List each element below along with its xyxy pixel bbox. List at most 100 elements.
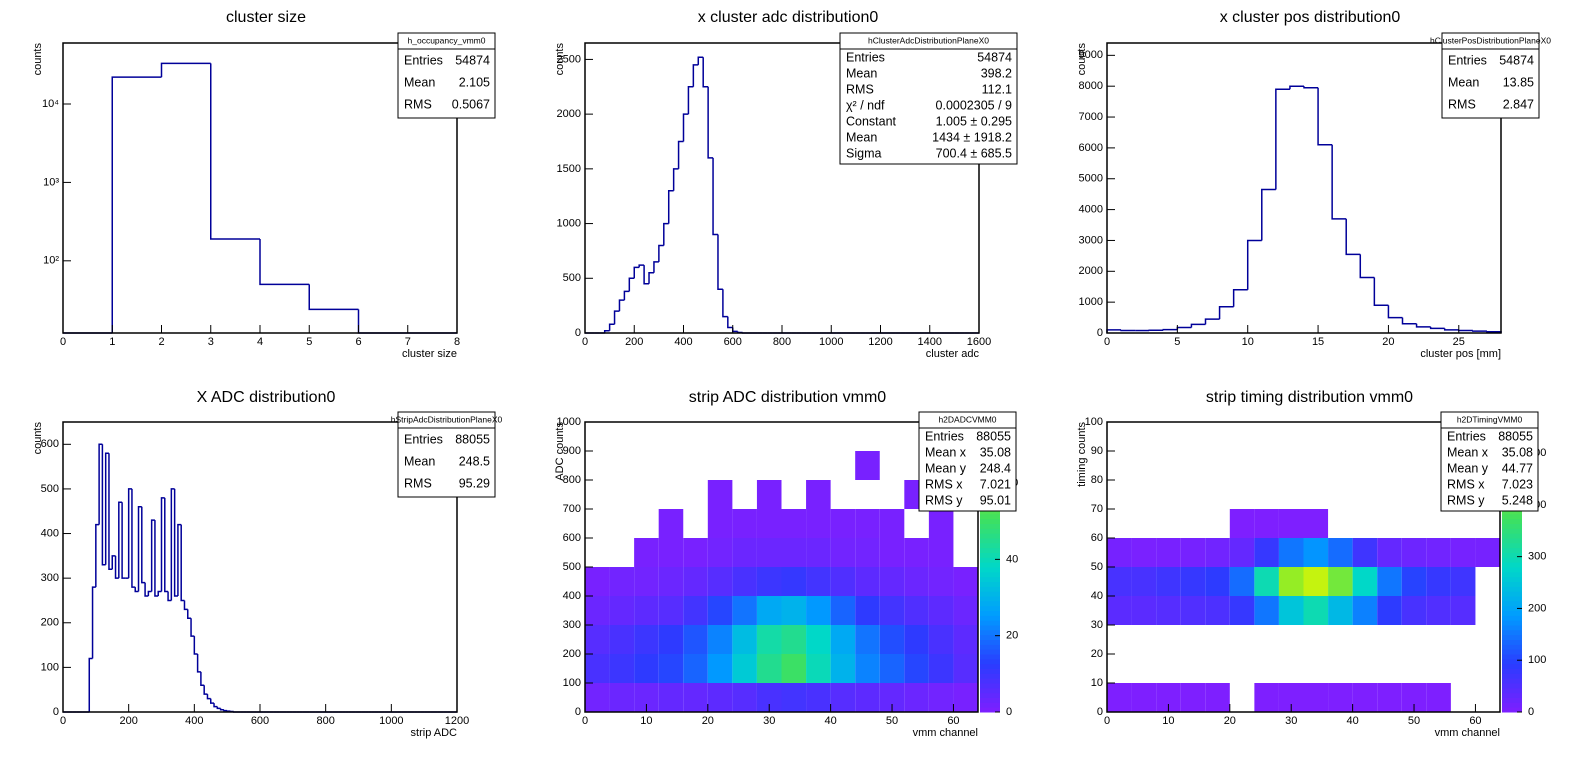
heat-cell	[1229, 509, 1255, 538]
heat-cell	[1254, 422, 1279, 451]
heat-cell	[1132, 509, 1157, 538]
heat-cell	[1401, 538, 1427, 567]
stats-value: 248.5	[459, 454, 490, 468]
heat-cell	[1230, 480, 1255, 509]
y-tick-label: 2000	[1079, 265, 1103, 277]
histogram-step	[131, 488, 136, 588]
heat-cell	[610, 509, 635, 538]
heat-cell	[781, 683, 807, 712]
heat-cell	[1131, 596, 1157, 625]
heat-cell	[1131, 683, 1157, 712]
heat-cell	[1254, 567, 1279, 596]
panel-title: cluster size	[226, 9, 306, 26]
y-tick-label: 500	[41, 483, 59, 495]
x-tick-label: 8	[454, 336, 460, 348]
heat-cell	[732, 654, 757, 683]
color-bar-segment	[1502, 692, 1522, 698]
heat-cell	[806, 596, 831, 625]
heat-cell	[1132, 625, 1157, 654]
x-tick-label: 1000	[379, 715, 403, 727]
x-tick-label: 0	[60, 336, 66, 348]
heat-cell	[1181, 451, 1206, 480]
stats-label: Mean	[404, 454, 435, 468]
heat-cell	[1107, 480, 1132, 509]
histogram-step	[88, 657, 93, 712]
stats-label: Entries	[846, 50, 885, 64]
stats-value: 95.29	[459, 476, 490, 490]
x-axis-label: vmm channel	[913, 727, 978, 739]
stats-value: 0.0002305 / 9	[936, 98, 1013, 112]
heat-cell	[1205, 422, 1230, 451]
heat-cell	[1254, 596, 1279, 625]
histogram-step	[308, 284, 359, 311]
histogram-step	[682, 113, 689, 142]
heat-cell	[831, 480, 856, 509]
heat-cell	[928, 538, 954, 567]
heat-cell	[683, 596, 708, 625]
heat-cell	[1304, 480, 1329, 509]
stats-label: RMS y	[925, 493, 963, 507]
stats-value: 54874	[455, 53, 490, 67]
plot-frame	[1106, 42, 1502, 334]
heat-cell	[683, 654, 708, 683]
y-tick-label: 500	[563, 561, 581, 573]
heat-cell	[1205, 538, 1230, 567]
color-bar-segment	[1502, 596, 1522, 602]
heat-cell	[1353, 625, 1378, 654]
stats-label: Mean x	[925, 445, 967, 459]
stats-label: RMS	[1448, 97, 1476, 111]
color-bar-segment	[1502, 649, 1522, 655]
heat-cell	[732, 596, 757, 625]
x-axis-label: vmm channel	[1435, 727, 1500, 739]
color-bar-segment	[980, 533, 1000, 539]
heat-cell	[781, 654, 807, 683]
histogram-step	[643, 265, 650, 285]
heat-cell	[831, 451, 856, 480]
heat-cell	[1450, 538, 1476, 567]
y-tick-label: 100	[1085, 416, 1103, 428]
heat-cell	[707, 480, 733, 509]
stats-label: Mean x	[1447, 445, 1489, 459]
heat-cell	[1156, 480, 1181, 509]
heat-cell	[1156, 625, 1181, 654]
heat-cell	[658, 538, 684, 567]
x-tick-label: 10	[1242, 336, 1254, 348]
histogram-step	[697, 56, 704, 65]
heat-cell	[1230, 654, 1255, 683]
histogram-step	[180, 524, 185, 602]
heat-cell	[658, 625, 684, 654]
histogram-step	[1190, 323, 1206, 328]
heat-cell	[1107, 596, 1132, 625]
heat-cell	[683, 422, 708, 451]
heat-cell	[1278, 538, 1304, 567]
y-tick-label: 30	[1091, 619, 1103, 631]
heat-cell	[1475, 567, 1500, 596]
heat-cell	[1304, 451, 1329, 480]
color-bar-segment	[1502, 634, 1522, 640]
color-bar-segment	[980, 625, 1000, 631]
y-tick-label: 0	[575, 327, 581, 339]
heat-cell	[1451, 625, 1476, 654]
heat-cell	[1450, 596, 1476, 625]
x-tick-label: 600	[251, 715, 269, 727]
color-bar-label: 40	[1006, 553, 1018, 565]
histogram-step	[167, 591, 172, 602]
heat-cell	[806, 567, 831, 596]
stats-box	[397, 411, 496, 498]
color-bar-segment	[980, 538, 1000, 544]
heat-cell	[1278, 596, 1304, 625]
heat-cell	[1377, 625, 1402, 654]
heat-cell	[1328, 654, 1353, 683]
y-tick-label: 1000	[1079, 296, 1103, 308]
histogram-step	[357, 309, 408, 334]
histogram-step	[1232, 289, 1248, 307]
x-tick-label: 20	[702, 715, 714, 727]
heat-cell	[634, 625, 659, 654]
heat-cell	[1107, 625, 1132, 654]
x-tick-label: 400	[674, 336, 692, 348]
panel-title: x cluster pos distribution0	[1220, 9, 1401, 26]
stats-label: Entries	[404, 53, 443, 67]
heat-cell	[707, 596, 733, 625]
stats-label: Entries	[1448, 53, 1487, 67]
stats-label: Mean y	[1447, 461, 1489, 475]
